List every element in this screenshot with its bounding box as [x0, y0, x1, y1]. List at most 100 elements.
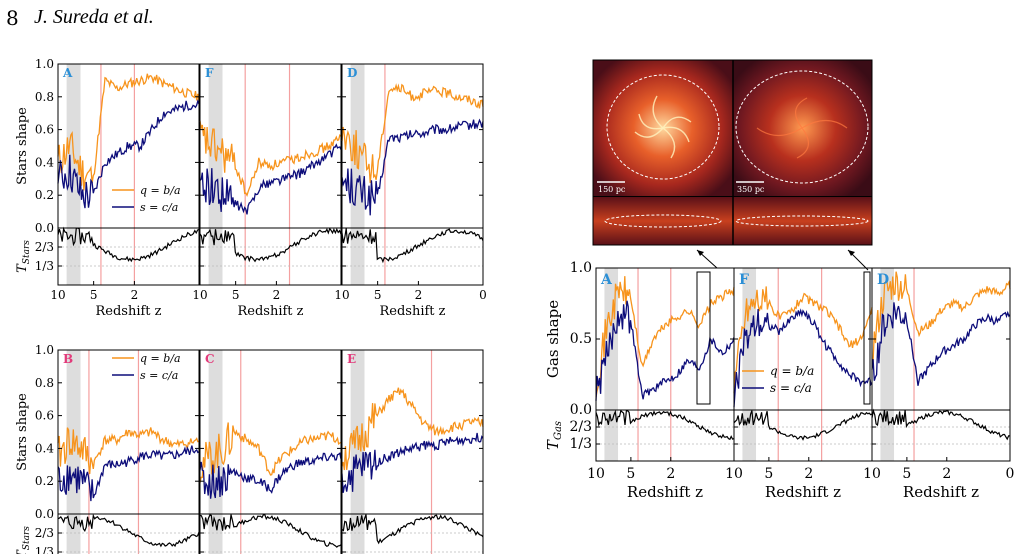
t-tick-label: 1/3 — [35, 259, 54, 273]
edge-on-image-left — [593, 197, 733, 245]
legend-s-label: s = c/a — [140, 201, 178, 214]
triaxiality-line — [57, 513, 200, 548]
gas-panel-2: 10 5 2 0 Redshift z D — [863, 267, 1015, 501]
y-axis-label: Gas shape — [544, 300, 562, 378]
legend-q-label: q = b/a — [770, 364, 814, 378]
edge-ellipse-right — [735, 215, 869, 227]
page-number: 8 — [6, 6, 19, 30]
edge-on-image-right — [733, 197, 872, 245]
legend-s-label: s = c/a — [770, 381, 812, 395]
t-tick-label: 1/3 — [569, 436, 592, 452]
x-tick-label: 10 — [50, 288, 65, 302]
x-axis-label: Redshift z — [765, 483, 841, 501]
t-tick-label: 2/3 — [35, 526, 54, 540]
y-tick-label: 1.0 — [35, 343, 54, 357]
series-q-line — [341, 83, 484, 184]
legend-s-label: s = c/a — [140, 369, 178, 382]
x-tick-label: 5 — [902, 466, 911, 482]
y-tick-label: 0.6 — [35, 409, 54, 423]
x-tick-label: 2 — [942, 466, 951, 482]
series-q-line — [57, 427, 200, 475]
series-s-line — [57, 99, 200, 209]
t-axis-label: TStars — [15, 240, 32, 273]
stars-panel-bottom-1: C — [199, 349, 342, 554]
series-s-line — [341, 432, 484, 493]
y-tick-label: 0.0 — [35, 507, 54, 521]
shade-band-t — [66, 228, 81, 285]
x-tick-label: 2 — [273, 288, 281, 302]
y-tick-label: 0.6 — [35, 123, 54, 137]
series-s-line — [871, 302, 1011, 386]
shade-band-t — [66, 514, 81, 554]
t-axis-label-sub: Stars — [22, 526, 32, 550]
triaxiality-line — [341, 228, 484, 264]
t-axes-frame — [57, 227, 200, 286]
series-s-line — [57, 445, 200, 502]
x-axis-label: Redshift z — [627, 483, 703, 501]
t-axis-label: TStars — [15, 526, 32, 554]
panel-letter: D — [347, 66, 357, 80]
t-axes-frame — [341, 513, 484, 554]
panel-letter: D — [877, 272, 889, 288]
page-header: 8 J. Sureda et al. — [0, 4, 400, 34]
t-tick-label: 1/3 — [35, 545, 54, 554]
triaxiality-line — [199, 514, 342, 548]
y-tick-label: 0.0 — [570, 402, 592, 418]
x-tick-label: 0 — [1006, 466, 1015, 482]
series-q-line — [871, 271, 1011, 364]
stars-panel-top-0: 0.0 0.2 0.4 0.6 0.8 1.0 2/3 1/3 10 5 2 Redshift z St… — [15, 57, 200, 319]
y-tick-label: 0.8 — [35, 90, 54, 104]
t-axes-frame — [199, 227, 342, 286]
x-axis-label: Redshift z — [237, 304, 303, 319]
legend-q-label: q = b/a — [140, 352, 181, 365]
y-tick-label: 0.2 — [35, 474, 54, 488]
y-axis-label: Stars shape — [15, 393, 30, 471]
t-tick-label: 2/3 — [35, 240, 54, 254]
scale-label-right: 350 pc — [737, 185, 765, 194]
stars-panel-bottom-0: 0.0 0.2 0.4 0.6 0.8 1.0 2/3 1/3 Stars shape TStar… — [15, 343, 200, 554]
triaxiality-line — [595, 409, 735, 441]
series-s-line — [341, 118, 484, 216]
t-axes-frame — [57, 513, 200, 554]
triaxiality-line — [57, 226, 200, 263]
legend: q = b/a s = c/a — [112, 184, 181, 214]
x-tick-label: 10 — [192, 288, 207, 302]
y-tick-label: 0.0 — [35, 221, 54, 235]
legend: q = b/a s = c/a — [112, 352, 181, 382]
x-tick-label: 2 — [804, 466, 813, 482]
stars-panel-bottom-2: E — [341, 349, 484, 554]
series-q-line — [595, 276, 735, 398]
triaxiality-line — [199, 227, 342, 263]
series-q-line — [341, 387, 484, 471]
panel-letter: A — [600, 272, 613, 288]
legend-q-label: q = b/a — [140, 184, 181, 197]
series-s-line — [199, 452, 342, 499]
y-tick-label: 0.4 — [35, 155, 54, 169]
panel-letter: F — [205, 66, 214, 80]
spiral-arms-left — [634, 95, 692, 159]
series-q-line — [199, 120, 342, 198]
x-axis-label: Redshift z — [903, 483, 979, 501]
panel-letter: E — [347, 352, 356, 366]
t-tick-label: 2/3 — [569, 419, 592, 435]
x-tick-label: 5 — [626, 466, 635, 482]
panel-letter: A — [62, 66, 73, 80]
running-authors: J. Sureda et al. — [34, 6, 154, 28]
x-tick-label: 0 — [479, 288, 487, 302]
x-tick-label: 10 — [587, 466, 605, 482]
spiral-arms-right — [756, 97, 848, 159]
highlight-box-right — [863, 271, 871, 405]
triaxiality-line — [733, 410, 873, 441]
disc-ellipse-right — [735, 70, 869, 184]
t-axes-frame — [199, 513, 342, 554]
edge-ellipse-left — [604, 214, 722, 228]
shade-band-t — [742, 410, 757, 461]
series-q-line — [199, 422, 342, 483]
t-axes-frame — [341, 227, 484, 286]
stars-panel-top-1: 10 5 2 Redshift z F — [192, 63, 342, 319]
y-tick-label: 0.5 — [570, 331, 592, 347]
shade-band-t — [350, 228, 365, 285]
y-tick-label: 1.0 — [35, 57, 54, 71]
